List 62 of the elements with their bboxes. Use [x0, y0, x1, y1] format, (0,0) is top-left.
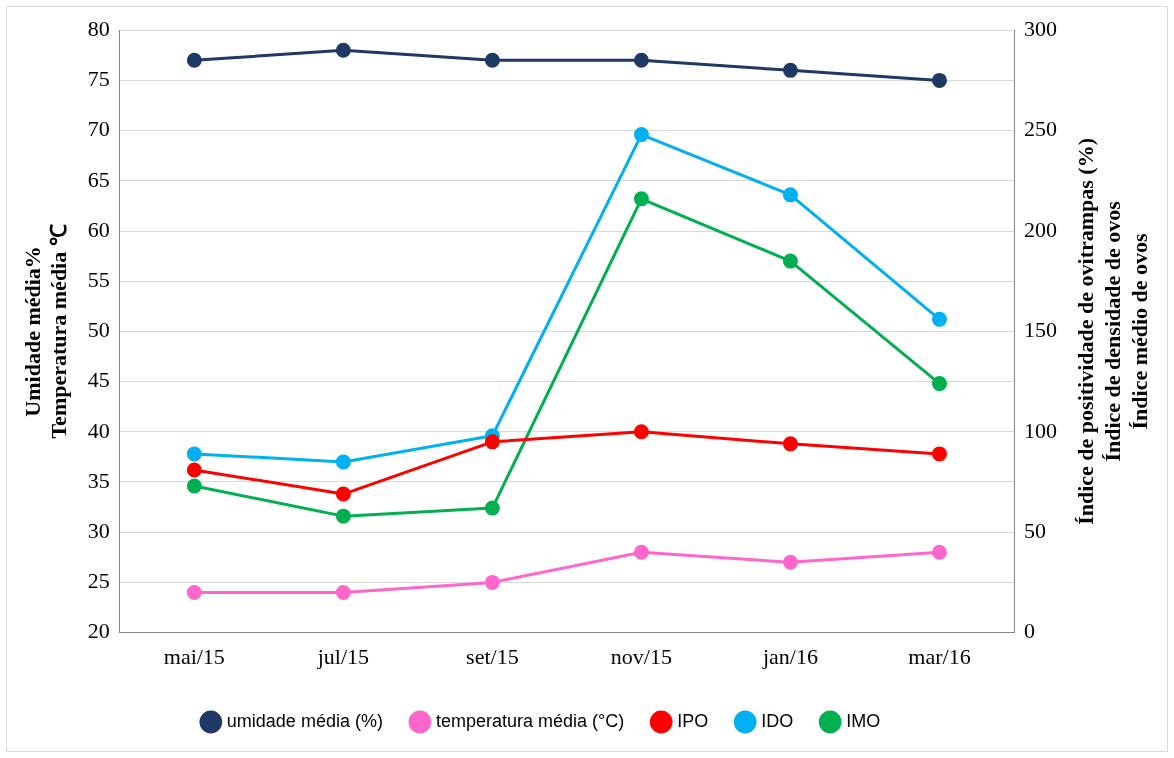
point: [186, 584, 202, 600]
point: [782, 187, 798, 203]
point: [782, 436, 798, 452]
point: [931, 446, 947, 462]
point: [633, 191, 649, 207]
y-tick-label: 40: [87, 417, 110, 443]
point: [633, 544, 649, 560]
legend-label: IMO: [846, 710, 881, 731]
y2-tick-label: 200: [1024, 216, 1057, 242]
y2-axis-title: Índice de positividade de ovitrampas (%) Índice de densidade de ovos Índice médio de ovos: [1072, 137, 1152, 525]
y-tick-label: 50: [87, 317, 110, 343]
y-tick-label: 45: [87, 367, 110, 393]
point: [782, 554, 798, 570]
y-tick-label: 70: [87, 116, 110, 142]
y-tick-label: 80: [87, 15, 110, 41]
point: [186, 446, 202, 462]
x-tick-label: jan/16: [761, 643, 818, 669]
point: [931, 376, 947, 392]
point: [633, 52, 649, 68]
legend-label: temperatura média (°C): [435, 710, 625, 731]
y2-tick-label: 0: [1024, 618, 1035, 644]
x-tick-label: mar/16: [908, 643, 971, 669]
y2-tick-label: 150: [1024, 317, 1057, 343]
y2-tick-label: 100: [1024, 417, 1057, 443]
y-tick-label: 35: [87, 467, 110, 493]
legend-label: IPO: [677, 710, 709, 731]
point: [335, 508, 351, 524]
point: [484, 500, 500, 516]
point: [335, 42, 351, 58]
point: [633, 127, 649, 143]
y-tick-label: 55: [87, 266, 110, 292]
x-tick-label: mai/15: [163, 643, 225, 669]
point: [931, 311, 947, 327]
point: [782, 253, 798, 269]
y-tick-label: 20: [87, 618, 110, 644]
point: [335, 584, 351, 600]
legend-label: IDO: [761, 710, 794, 731]
point: [633, 424, 649, 440]
y-tick-label: 65: [87, 166, 110, 192]
y-tick-label: 75: [87, 66, 110, 92]
point: [931, 72, 947, 88]
point: [186, 462, 202, 478]
point: [335, 454, 351, 470]
point: [484, 574, 500, 590]
y2-tick-label: 250: [1024, 116, 1057, 142]
y-tick-label: 25: [87, 568, 110, 594]
y-axis-title: Umidade média% Temperatura média ℃: [19, 224, 72, 439]
x-tick-label: nov/15: [610, 643, 672, 669]
point: [335, 486, 351, 502]
legend-label: umidade média (%): [226, 710, 383, 731]
x-tick-label: set/15: [466, 643, 519, 669]
point: [931, 544, 947, 560]
point: [186, 52, 202, 68]
point: [484, 434, 500, 450]
x-tick-label: jul/15: [316, 643, 370, 669]
y-tick-label: 30: [87, 517, 110, 543]
point: [186, 478, 202, 494]
y2-tick-label: 50: [1024, 517, 1046, 543]
point: [782, 62, 798, 78]
point: [484, 52, 500, 68]
y-tick-label: 60: [87, 216, 110, 242]
y2-tick-label: 300: [1024, 15, 1057, 41]
